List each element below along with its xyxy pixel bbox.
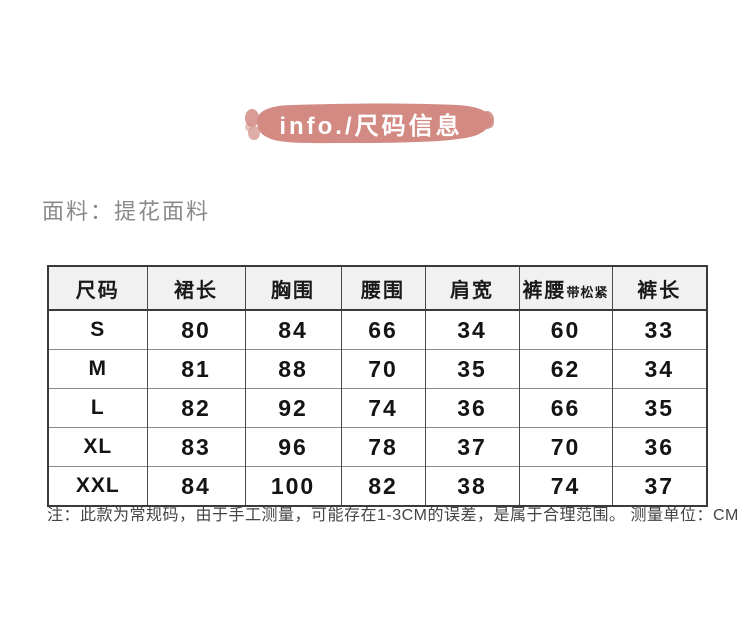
size-label: XL (47, 427, 148, 467)
header-size: 尺码 (47, 266, 148, 311)
value-cell: 66 (518, 388, 613, 428)
table-row-xxl: XXL 84 100 82 38 74 37 (47, 466, 708, 506)
value-cell: 36 (424, 388, 520, 428)
value-cell: 34 (424, 309, 520, 350)
header-waist: 腰围 (340, 266, 426, 311)
size-table: 尺码 裙长 胸围 腰围 肩宽 裤腰带松紧 裤长 S 80 84 66 34 60… (47, 265, 708, 507)
value-cell: 83 (146, 427, 246, 467)
value-cell: 33 (611, 309, 708, 350)
table-row-xl: XL 83 96 78 37 70 36 (47, 427, 708, 467)
value-cell: 80 (146, 309, 246, 350)
value-cell: 38 (424, 466, 520, 506)
header-pants-length: 裤长 (611, 266, 708, 311)
value-cell: 37 (611, 466, 708, 506)
value-cell: 35 (611, 388, 708, 428)
value-cell: 34 (611, 349, 708, 389)
value-cell: 82 (146, 388, 246, 428)
value-cell: 78 (340, 427, 426, 467)
value-cell: 62 (518, 349, 613, 389)
table-row-m: M 81 88 70 35 62 34 (47, 349, 708, 389)
header-bust: 胸围 (244, 266, 342, 311)
value-cell: 74 (340, 388, 426, 428)
size-label: L (47, 388, 148, 428)
value-cell: 96 (244, 427, 342, 467)
header-pants-waist: 裤腰带松紧 (518, 266, 613, 311)
header-skirt-length: 裙长 (146, 266, 246, 311)
value-cell: 35 (424, 349, 520, 389)
value-cell: 66 (340, 309, 426, 350)
size-label: XXL (47, 466, 148, 506)
size-label: S (47, 309, 148, 350)
header-shoulder: 肩宽 (424, 266, 520, 311)
size-label: M (47, 349, 148, 389)
value-cell: 88 (244, 349, 342, 389)
value-cell: 84 (244, 309, 342, 350)
value-cell: 92 (244, 388, 342, 428)
value-cell: 70 (518, 427, 613, 467)
value-cell: 36 (611, 427, 708, 467)
value-cell: 81 (146, 349, 246, 389)
section-badge: info./尺码信息 (244, 101, 494, 145)
table-row-s: S 80 84 66 34 60 33 (47, 309, 708, 350)
brush-stroke-icon (245, 103, 494, 144)
value-cell: 100 (244, 466, 342, 506)
table-header-row: 尺码 裙长 胸围 腰围 肩宽 裤腰带松紧 裤长 (47, 266, 708, 311)
fabric-line: 面料：提花面料 (42, 199, 211, 224)
table-row-l: L 82 92 74 36 66 35 (47, 388, 708, 428)
measurement-note: 注：此款为常规码，由于手工测量，可能存在1-3CM的误差，是属于合理范围。 测量… (47, 507, 739, 524)
section-badge-label: info./尺码信息 (279, 112, 463, 140)
value-cell: 70 (340, 349, 426, 389)
value-cell: 37 (424, 427, 520, 467)
header-pants-waist-small: 带松紧 (566, 284, 609, 300)
value-cell: 84 (146, 466, 246, 506)
value-cell: 60 (518, 309, 613, 350)
value-cell: 74 (518, 466, 613, 506)
